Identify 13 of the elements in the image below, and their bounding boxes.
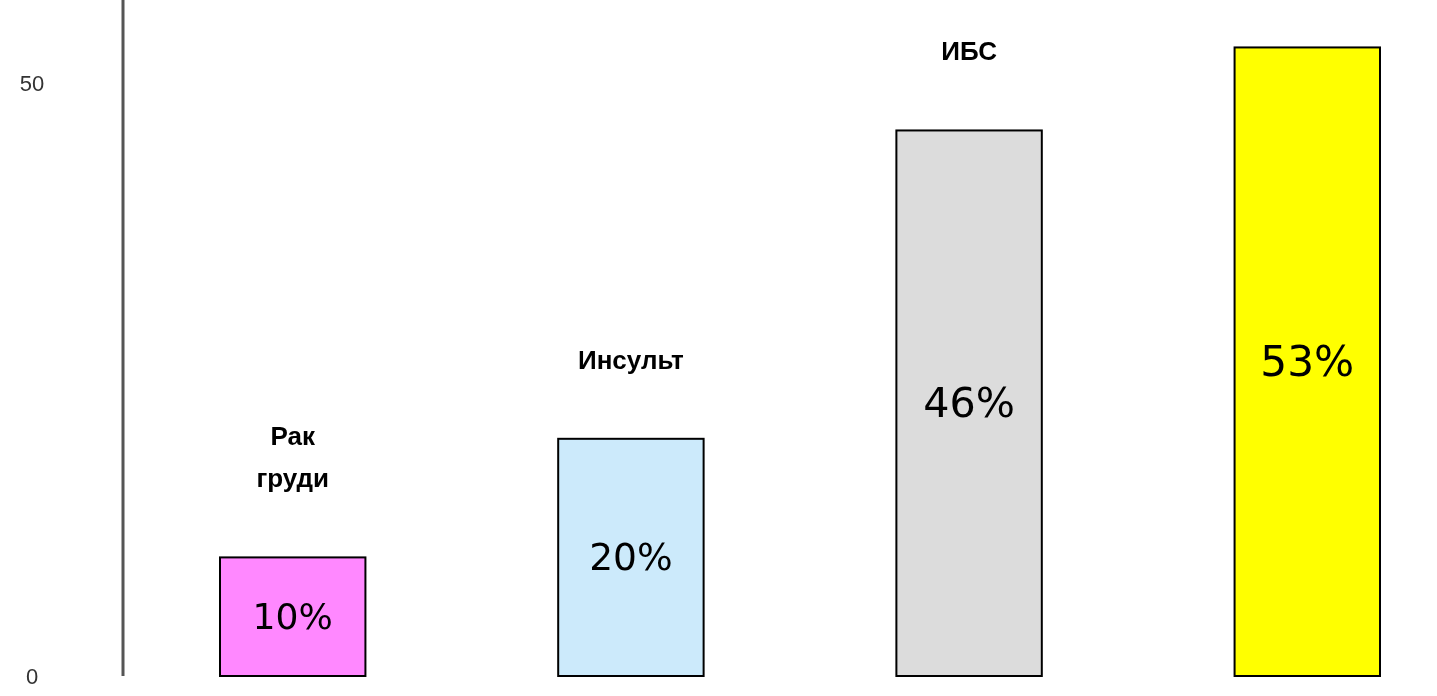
x-tick-label: Рак груди	[256, 421, 330, 494]
x-tick-label: Инсульт	[577, 344, 685, 375]
data-label: 46%	[923, 379, 1015, 428]
data-label: 20%	[589, 535, 673, 580]
data-label: 53%	[1260, 337, 1355, 387]
bar	[557, 437, 705, 677]
y-tick-label: 0	[25, 663, 39, 689]
bar	[895, 129, 1043, 677]
y-tick-label: 50	[19, 70, 45, 96]
data-label: 10%	[252, 595, 333, 639]
bar	[1233, 46, 1381, 677]
x-tick-label: ИБС	[941, 36, 998, 67]
bar	[219, 556, 367, 677]
